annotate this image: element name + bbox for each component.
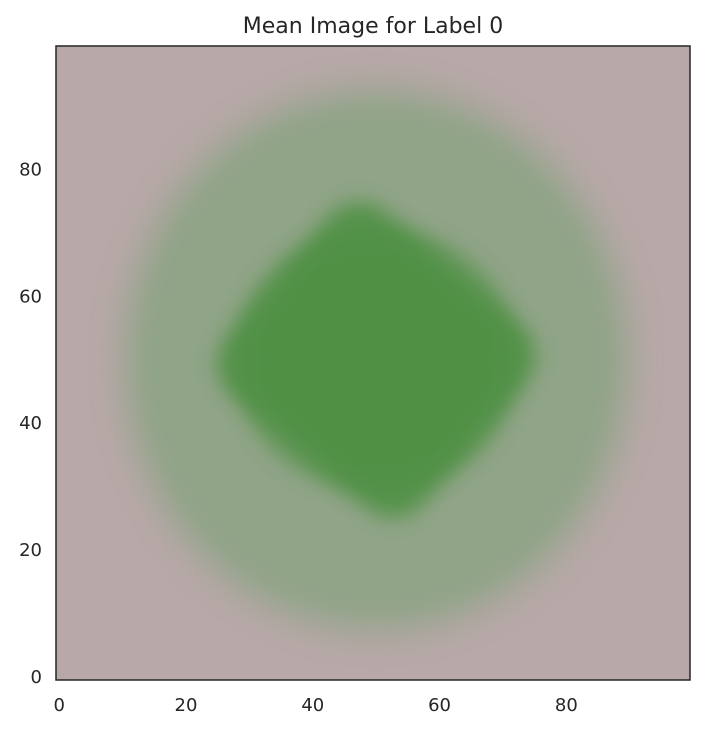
image-area [56, 46, 690, 680]
x-tick-label: 40 [301, 695, 324, 716]
x-axis: 0 20 40 60 80 [53, 695, 577, 716]
y-tick-label: 20 [19, 540, 42, 561]
green-blob [122, 87, 630, 633]
plot-frame [55, 45, 691, 681]
x-tick-label: 0 [53, 695, 64, 716]
y-tick-label: 40 [19, 413, 42, 434]
blob-core [234, 227, 519, 492]
x-tick-label: 20 [175, 695, 198, 716]
y-tick-label: 80 [19, 160, 42, 181]
x-tick-label: 80 [555, 695, 578, 716]
y-tick-label: 0 [31, 667, 42, 688]
chart-title: Mean Image for Label 0 [243, 14, 503, 39]
y-axis: 0 20 40 60 80 [19, 160, 42, 688]
x-tick-label: 60 [428, 695, 451, 716]
y-tick-label: 60 [19, 286, 42, 307]
